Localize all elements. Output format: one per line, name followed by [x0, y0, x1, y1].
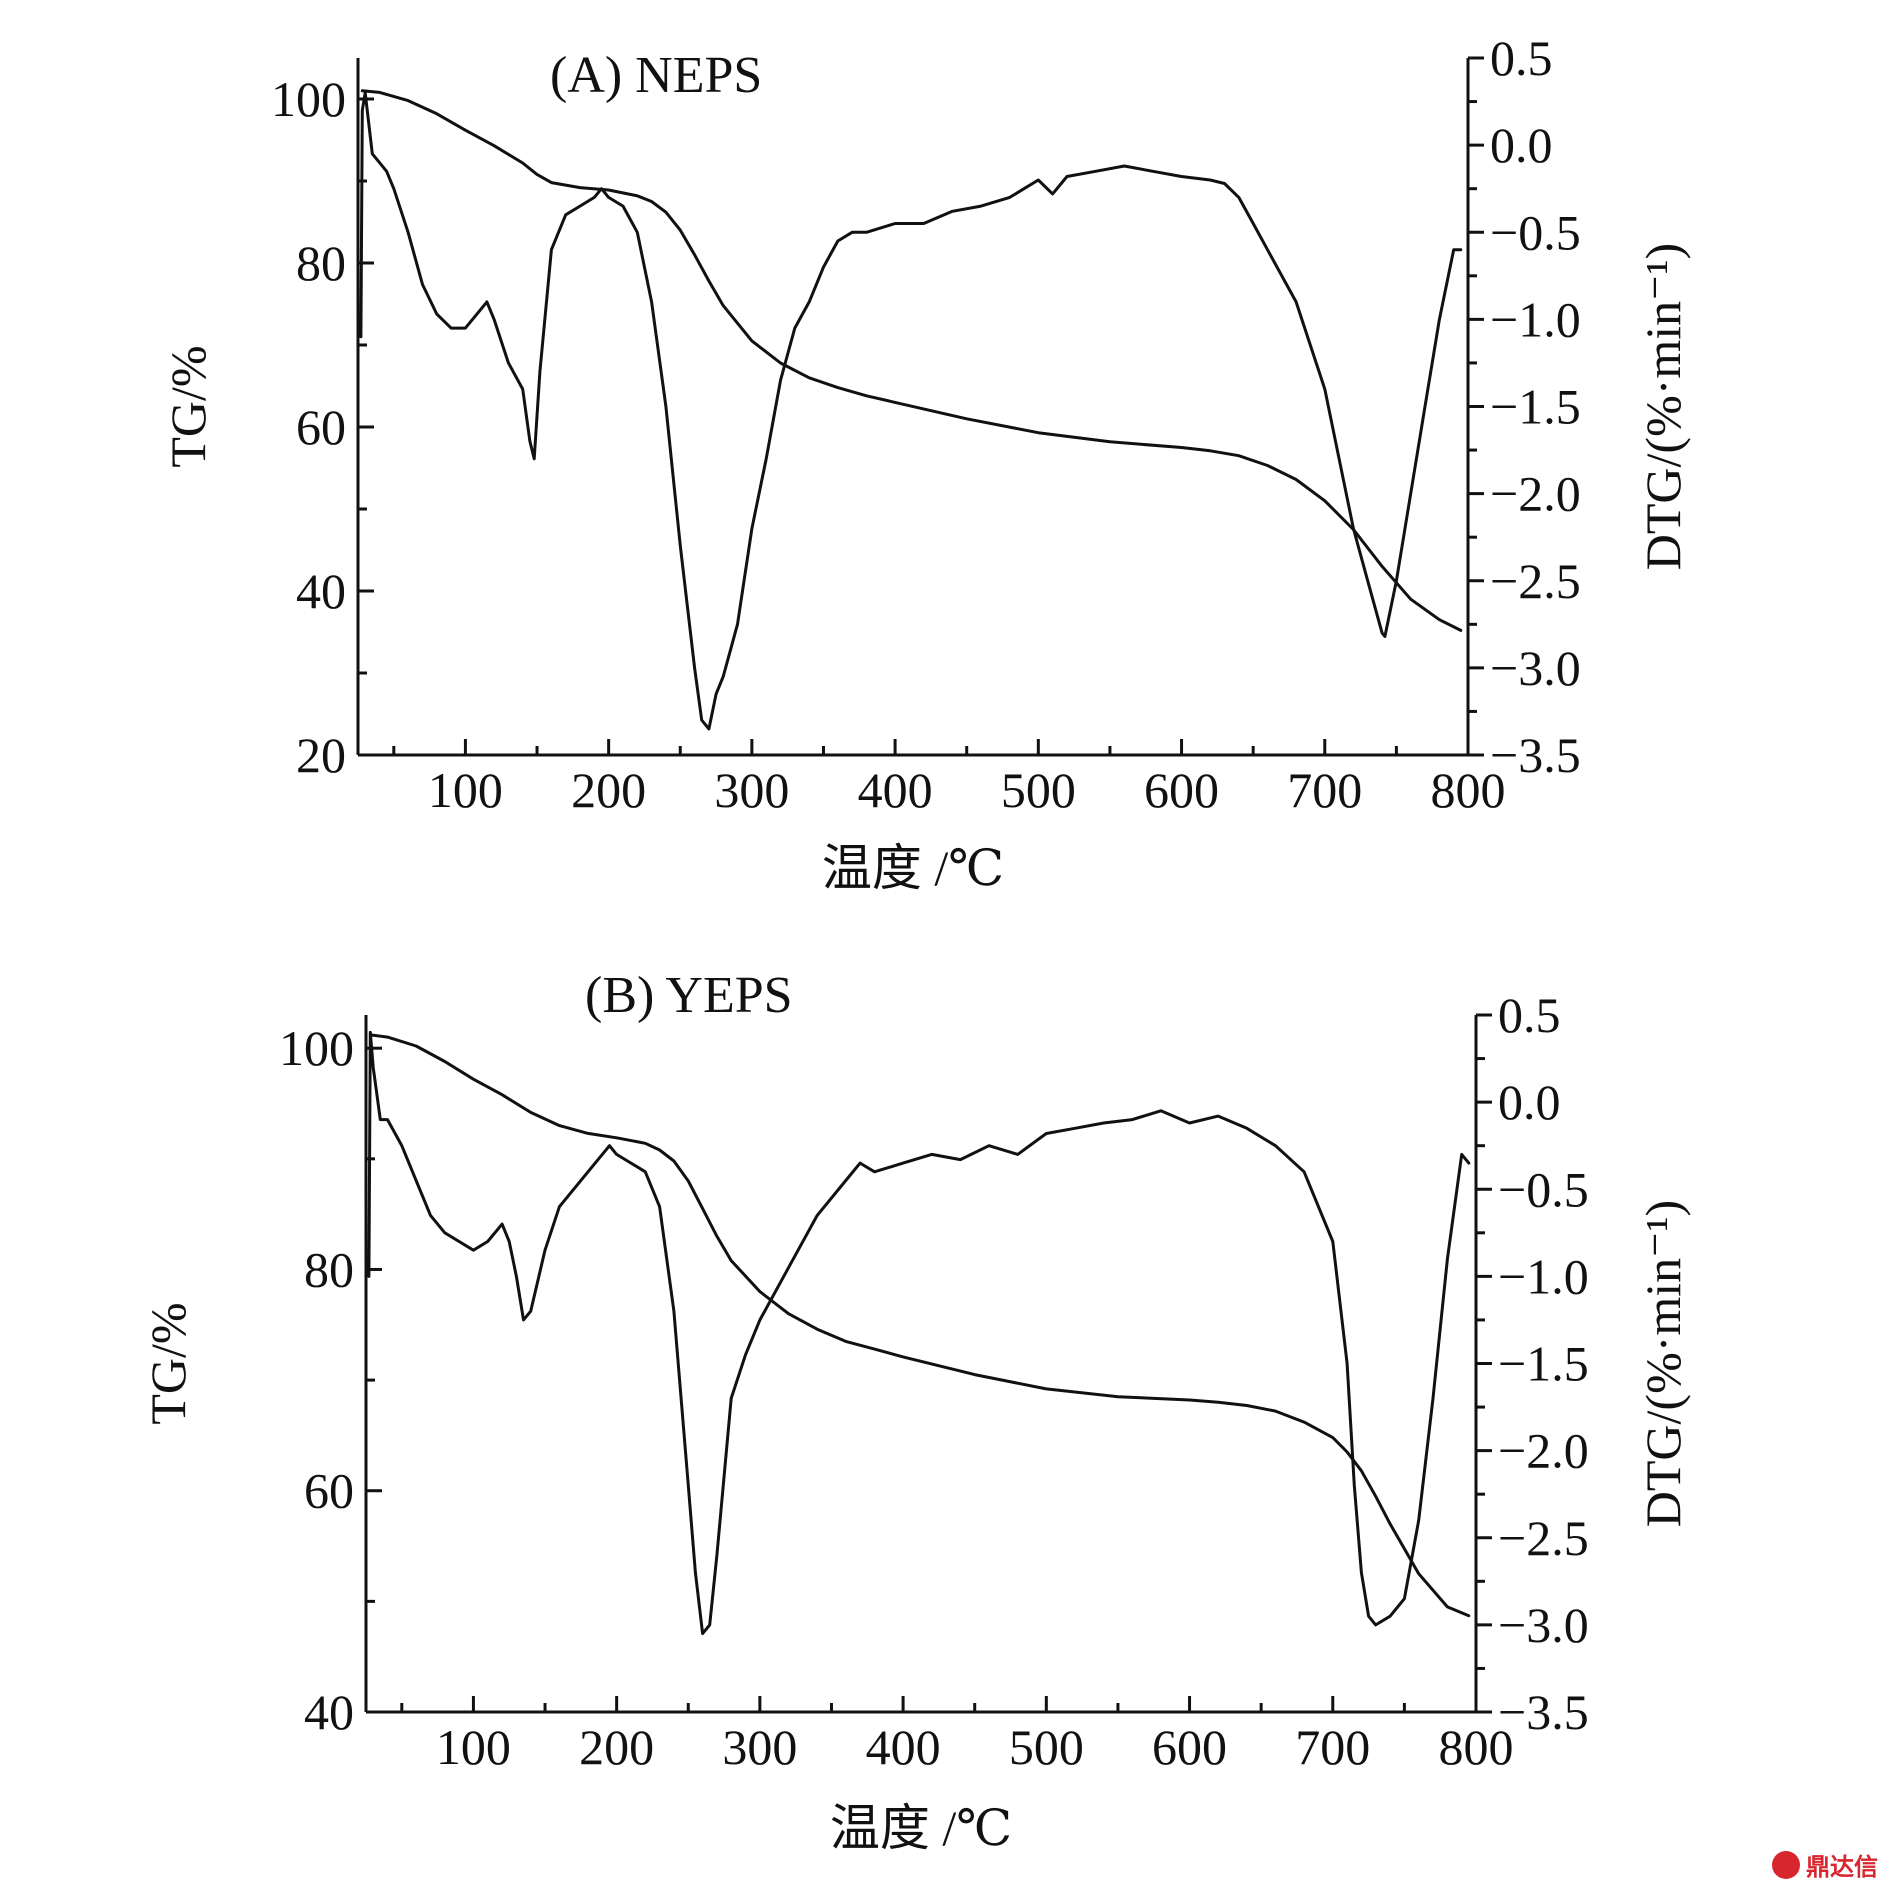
y-right-tick-label: −3.5	[1490, 727, 1581, 783]
y-left-tick-label: 40	[296, 563, 346, 619]
y-right-tick-label: −1.5	[1490, 379, 1581, 435]
y-right-tick-label: −2.0	[1490, 466, 1581, 522]
x-tick-label: 700	[1295, 1719, 1370, 1775]
y-right-tick-label: −2.5	[1498, 1510, 1589, 1566]
watermark: 鼎达信	[1772, 1847, 1878, 1882]
x-tick-label: 600	[1152, 1719, 1227, 1775]
watermark-text: 鼎达信	[1806, 1853, 1878, 1881]
tg-curve	[360, 89, 1463, 632]
chart-title: (B) YEPS	[585, 967, 793, 1024]
y-right-tick-label: −1.0	[1498, 1248, 1589, 1304]
y-left-tick-label: 60	[296, 399, 346, 455]
y-axis-label-right: DTG/(%·min⁻¹)	[1635, 1200, 1691, 1527]
y-right-tick-label: −0.5	[1490, 204, 1581, 260]
watermark-logo-icon	[1772, 1850, 1800, 1879]
y-left-tick-label: 20	[296, 727, 346, 783]
y-left-tick-label: 100	[271, 71, 346, 127]
x-axis-label: 温度 /℃	[830, 1800, 1012, 1856]
y-left-tick-label: 100	[279, 1020, 354, 1076]
chart-panel-b: 100 200 300 400 500 600 700 800 40 60 80 100 −3.5 −3.…	[140, 967, 1691, 1856]
y-left-tick-label: 40	[304, 1684, 354, 1740]
x-tick-label: 300	[714, 762, 789, 818]
y-right-tick-label: −3.0	[1490, 640, 1581, 696]
x-tick-label: 100	[436, 1719, 511, 1775]
x-tick-label: 400	[858, 762, 933, 818]
dtg-curve	[367, 1030, 1471, 1636]
tg-curve	[368, 1033, 1471, 1618]
x-tick-label: 800	[1439, 1719, 1514, 1775]
y-right-tick-label: 0.0	[1490, 117, 1553, 173]
chart-title: (A) NEPS	[550, 47, 762, 104]
x-tick-label: 200	[579, 1719, 654, 1775]
x-tick-label: 300	[722, 1719, 797, 1775]
x-tick-label: 700	[1287, 762, 1362, 818]
y-right-tick-label: 0.5	[1498, 987, 1561, 1043]
x-tick-label: 600	[1144, 762, 1219, 818]
dtg-curve	[359, 91, 1463, 731]
y-left-tick-label: 60	[304, 1463, 354, 1519]
x-tick-label: 100	[428, 762, 503, 818]
chart-panel-a: 100 200 300 400 500 600 700 800 20 40 60 80 100 −3.5 −…	[160, 30, 1691, 896]
y-axis-label-left: TG/%	[140, 1302, 196, 1424]
y-axis-label-left: TG/%	[160, 345, 216, 467]
y-left-tick-label: 80	[296, 235, 346, 291]
y-axis-label-right: DTG/(%·min⁻¹)	[1635, 243, 1691, 570]
x-tick-label: 800	[1431, 762, 1506, 818]
y-right-tick-label: −2.5	[1490, 553, 1581, 609]
y-right-tick-label: −3.0	[1498, 1597, 1589, 1653]
y-right-tick-label: −0.5	[1498, 1161, 1589, 1217]
x-tick-label: 200	[571, 762, 646, 818]
y-right-tick-label: 0.5	[1490, 30, 1553, 86]
y-right-tick-label: −3.5	[1498, 1684, 1589, 1740]
x-tick-label: 500	[1001, 762, 1076, 818]
y-right-tick-label: 0.0	[1498, 1074, 1561, 1130]
y-right-tick-label: −2.0	[1498, 1423, 1589, 1479]
y-right-tick-label: −1.0	[1490, 291, 1581, 347]
y-left-tick-label: 80	[304, 1241, 354, 1297]
x-tick-label: 400	[866, 1719, 941, 1775]
x-tick-label: 500	[1009, 1719, 1084, 1775]
x-axis-label: 温度 /℃	[822, 840, 1004, 896]
y-right-tick-label: −1.5	[1498, 1336, 1589, 1392]
